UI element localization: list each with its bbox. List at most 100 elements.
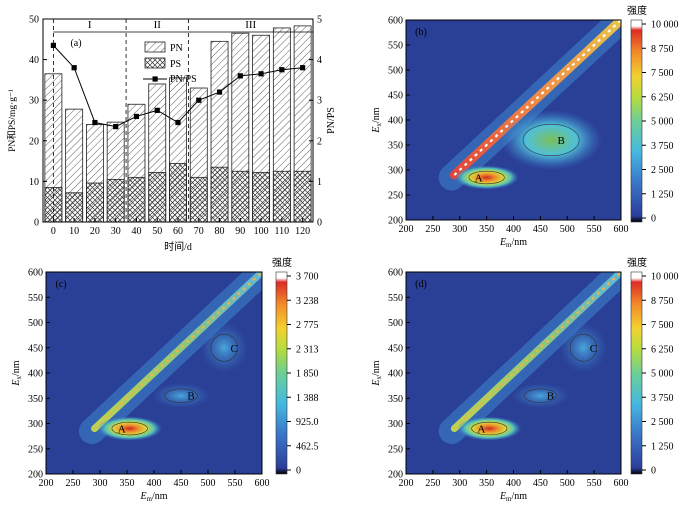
colorbar-tick-label: 8 750 <box>651 44 674 55</box>
scatter-core <box>453 20 621 176</box>
contour-b <box>164 388 198 403</box>
colorbar <box>630 271 643 475</box>
y-tick-label: 250 <box>28 444 43 455</box>
y-right-tick-label-a: 4 <box>317 55 322 66</box>
x-axis-label-c: Em/nm <box>139 491 167 503</box>
colorbar-tick-label: 10 000 <box>651 20 679 31</box>
contour-c <box>569 333 597 362</box>
colorbar-tick-label: 6 250 <box>651 344 674 355</box>
y-tick-label: 450 <box>28 343 43 354</box>
y-tick-label: 250 <box>388 191 403 202</box>
x-tick-label-a: 110 <box>275 226 290 237</box>
y-tick-label: 500 <box>388 66 403 77</box>
colorbar <box>275 271 288 475</box>
y-axis-label-b: Ex/nm <box>371 107 383 133</box>
peak-label-a: A <box>118 424 126 436</box>
peak-label-c: C <box>231 343 238 355</box>
colorbar-title: 强度 <box>272 256 292 269</box>
scatter-core <box>93 272 262 430</box>
x-tick-label-a: 30 <box>111 226 121 237</box>
y-tick-label: 550 <box>388 41 403 52</box>
x-tick-label: 400 <box>506 478 521 489</box>
scatter-core <box>453 272 621 430</box>
x-tick-label: 350 <box>479 224 494 235</box>
panel-c: A B C 200 250 300 350 400 450 500 550 600 200 250 300 3… <box>11 256 319 503</box>
ps-bar-90 <box>231 170 250 223</box>
pn-ps-point-50 <box>154 107 160 113</box>
x-tick-label: 600 <box>255 478 270 489</box>
colorbar-tick-label: 5 000 <box>651 369 674 380</box>
y-tick-label-a: 30 <box>29 96 39 107</box>
y-tick-label: 250 <box>388 444 403 455</box>
y-axis-label-d: Ex/nm <box>371 360 383 386</box>
ps-bar-20 <box>86 182 104 223</box>
x-tick-label-a: 60 <box>173 226 183 237</box>
panel-label-b: (b) <box>415 27 427 38</box>
y-tick-label: 500 <box>388 318 403 329</box>
y-tick-label: 200 <box>28 470 43 481</box>
colorbar-tick-label: 3 750 <box>651 141 674 152</box>
y-tick-label: 200 <box>388 216 403 227</box>
y-right-tick-label-a: 1 <box>317 177 322 188</box>
y-tick-label: 300 <box>28 419 43 430</box>
y-tick-label-a: 10 <box>29 177 39 188</box>
panel-b: A B 200 250 300 350 400 450 500 550 600 200 250 300 35… <box>371 4 679 249</box>
colorbar-tick-label: 3 750 <box>651 393 674 404</box>
x-tick-label-a: 10 <box>69 226 79 237</box>
colorbar-title: 强度 <box>627 4 647 17</box>
ps-bar-60 <box>169 163 187 223</box>
colorbar-tick-label: 925.0 <box>296 417 319 428</box>
legend-swatch-ps <box>144 57 166 69</box>
x-tick-label: 600 <box>614 478 629 489</box>
y-right-tick-label-a: 2 <box>317 136 322 147</box>
y-tick-label: 600 <box>388 16 403 27</box>
x-tick-label: 200 <box>399 478 414 489</box>
legend-label-pn: PN <box>170 43 183 54</box>
pn-ps-point-80 <box>216 89 223 95</box>
x-tick-label: 300 <box>452 478 467 489</box>
x-tick-label: 200 <box>39 478 54 489</box>
x-tick-label-a: 90 <box>235 226 245 237</box>
pn-ps-point-30 <box>113 123 119 130</box>
x-tick-label: 250 <box>425 478 440 489</box>
pn-ps-point-120 <box>300 65 306 71</box>
x-tick-label: 250 <box>66 478 81 489</box>
map-area-b <box>406 20 621 220</box>
colorbar-tick-label: 10 000 <box>651 272 679 283</box>
x-axis-label-d: Em/nm <box>499 491 527 503</box>
y-tick-label: 600 <box>388 268 403 279</box>
stage-label-3: III <box>245 19 256 31</box>
y-tick-label: 400 <box>388 116 403 127</box>
pn-ps-point-90 <box>237 73 243 79</box>
x-tick-label: 350 <box>120 478 135 489</box>
peak-label-b: B <box>547 391 554 403</box>
y-tick-label: 450 <box>388 343 403 354</box>
y-tick-label: 350 <box>28 394 43 405</box>
ps-bar-50 <box>148 172 167 223</box>
y-tick-label: 450 <box>388 91 403 102</box>
colorbar-tick-label: 2 500 <box>651 417 674 428</box>
x-axis-label-a: 时间/d <box>164 240 192 253</box>
y-right-tick-label-a: 3 <box>317 96 322 107</box>
panel-label-a: (a) <box>70 38 81 49</box>
y-tick-label: 350 <box>388 141 403 152</box>
x-tick-label: 350 <box>479 478 494 489</box>
x-tick-label-a: 100 <box>254 226 269 237</box>
legend-swatch-pn <box>144 41 166 53</box>
y-tick-label: 550 <box>28 293 43 304</box>
x-axis-label-b: Em/nm <box>499 237 527 249</box>
region-a <box>97 416 163 441</box>
x-tick-label: 600 <box>614 224 629 235</box>
y-tick-label-a: 40 <box>29 55 39 66</box>
x-tick-label: 400 <box>506 224 521 235</box>
colorbar-tick-label: 462.5 <box>296 441 319 452</box>
contour-a <box>471 421 508 436</box>
y-tick-label: 500 <box>28 318 43 329</box>
ps-bar-10 <box>65 192 84 223</box>
x-tick-label: 450 <box>533 478 548 489</box>
region-c <box>199 321 249 374</box>
peak-label-b: B <box>187 391 194 403</box>
region-b <box>510 382 570 409</box>
x-tick-label: 500 <box>201 478 216 489</box>
